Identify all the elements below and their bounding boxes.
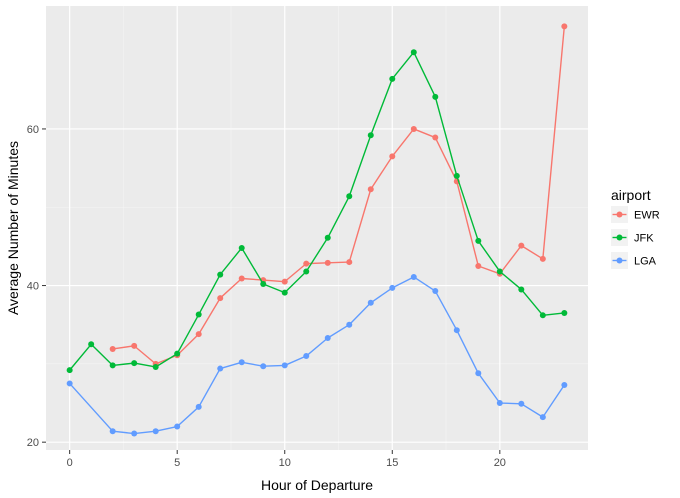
data-point-jfk xyxy=(518,286,525,293)
data-point-jfk xyxy=(561,309,568,316)
legend-item-jfk: JFK xyxy=(611,229,654,246)
data-point-ewr xyxy=(131,342,138,349)
x-tick-label: 0 xyxy=(67,457,73,469)
data-point-lga xyxy=(174,423,181,430)
data-point-jfk xyxy=(260,280,267,287)
data-point-lga xyxy=(281,362,288,369)
data-point-lga xyxy=(453,327,460,334)
data-point-ewr xyxy=(539,255,546,262)
data-point-jfk xyxy=(195,311,202,318)
data-point-jfk xyxy=(88,341,95,348)
x-tick-label: 15 xyxy=(386,457,398,469)
legend-title: airport xyxy=(611,187,651,203)
data-point-lga xyxy=(238,359,245,366)
data-point-ewr xyxy=(410,125,417,132)
data-point-ewr xyxy=(518,242,525,249)
data-point-ewr xyxy=(238,275,245,282)
data-point-ewr xyxy=(367,186,374,193)
data-point-lga xyxy=(518,400,525,407)
legend-item-lga: LGA xyxy=(611,252,657,269)
data-point-ewr xyxy=(432,134,439,141)
x-tick-label: 20 xyxy=(494,457,506,469)
data-point-ewr xyxy=(346,259,353,266)
x-tick-label: 10 xyxy=(279,457,291,469)
x-tick-label: 5 xyxy=(174,457,180,469)
y-tick-label: 40 xyxy=(27,281,39,293)
y-tick-label: 20 xyxy=(27,437,39,449)
data-point-ewr xyxy=(561,23,568,30)
y-axis-title: Average Number of Minutes xyxy=(5,141,21,315)
data-point-ewr xyxy=(195,331,202,338)
panel-background xyxy=(46,6,588,450)
data-point-lga xyxy=(66,380,73,387)
data-point-jfk xyxy=(238,244,245,251)
data-point-lga xyxy=(475,370,482,377)
series-lga xyxy=(66,273,568,437)
data-point-lga xyxy=(539,414,546,421)
data-point-jfk xyxy=(346,193,353,200)
legend-key-point xyxy=(616,211,623,218)
data-point-lga xyxy=(324,335,331,342)
y-tick-label: 60 xyxy=(27,124,39,136)
data-point-jfk xyxy=(281,289,288,296)
data-point-ewr xyxy=(281,278,288,285)
data-point-jfk xyxy=(453,172,460,179)
legend: airport EWR JFK LGA xyxy=(611,187,660,269)
y-axis: 20 40 60 xyxy=(27,124,46,449)
data-point-ewr xyxy=(475,262,482,269)
data-point-lga xyxy=(217,365,224,372)
data-point-lga xyxy=(131,430,138,437)
legend-label-lga: LGA xyxy=(634,256,657,268)
data-point-lga xyxy=(410,273,417,280)
data-point-jfk xyxy=(324,234,331,241)
legend-key-point xyxy=(616,234,623,241)
legend-item-ewr: EWR xyxy=(611,206,660,223)
legend-label-jfk: JFK xyxy=(634,233,654,245)
data-point-lga xyxy=(109,428,116,435)
data-point-lga xyxy=(367,299,374,306)
series-line-jfk xyxy=(69,51,565,371)
data-point-lga xyxy=(195,403,202,410)
data-point-lga xyxy=(260,363,267,370)
data-point-lga xyxy=(432,288,439,295)
data-point-lga xyxy=(346,321,353,328)
data-point-jfk xyxy=(389,75,396,82)
data-point-ewr xyxy=(324,259,331,266)
data-point-lga xyxy=(303,353,310,360)
data-point-jfk xyxy=(496,268,503,275)
data-point-lga xyxy=(389,284,396,291)
data-point-lga xyxy=(152,428,159,435)
data-point-jfk xyxy=(66,367,73,374)
data-point-jfk xyxy=(432,93,439,100)
data-point-ewr xyxy=(109,345,116,352)
x-axis: 0 5 10 15 20 xyxy=(67,450,506,469)
series-line-ewr xyxy=(112,26,566,365)
data-point-jfk xyxy=(174,350,181,357)
legend-label-ewr: EWR xyxy=(634,210,660,222)
data-point-jfk xyxy=(410,49,417,56)
data-point-jfk xyxy=(152,363,159,370)
data-point-jfk xyxy=(131,360,138,367)
x-axis-title: Hour of Departure xyxy=(261,477,373,493)
grid-major xyxy=(46,6,588,450)
data-point-jfk xyxy=(539,312,546,319)
legend-items: EWR JFK LGA xyxy=(611,206,660,269)
data-point-lga xyxy=(496,400,503,407)
data-point-ewr xyxy=(389,153,396,160)
data-point-jfk xyxy=(475,237,482,244)
data-point-ewr xyxy=(217,295,224,302)
series-ewr xyxy=(109,23,568,367)
series-jfk xyxy=(66,49,568,374)
legend-key-point xyxy=(616,257,623,264)
data-point-jfk xyxy=(367,132,374,139)
data-point-lga xyxy=(561,382,568,389)
series-layer xyxy=(66,23,568,437)
data-point-jfk xyxy=(109,362,116,369)
data-point-ewr xyxy=(303,260,310,267)
data-point-jfk xyxy=(217,271,224,278)
data-point-jfk xyxy=(303,268,310,275)
